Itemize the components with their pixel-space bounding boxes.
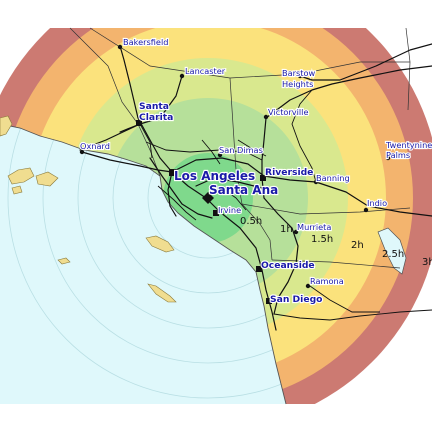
island-santa-cruz <box>35 171 59 187</box>
label-victorville: Victorville <box>268 107 309 117</box>
ring-label-3h: 3h <box>422 257 432 268</box>
ring-label-1-5h: 1.5h <box>311 234 333 245</box>
label-san-dimas: San Dimas <box>219 145 263 155</box>
label-barstow-line2: Heights <box>282 79 313 89</box>
island-west <box>0 115 13 137</box>
marker-riverside <box>260 175 266 181</box>
label-riverside: Riverside <box>265 167 313 178</box>
label-oceanside: Oceanside <box>261 260 315 271</box>
marker-lancaster <box>179 73 185 79</box>
island-catalina <box>145 235 175 253</box>
marker-ramona <box>305 283 311 289</box>
label-ramona: Ramona <box>310 276 344 286</box>
marker-victorville <box>263 114 269 120</box>
highways <box>79 43 432 331</box>
label-santa-ana: Santa Ana <box>209 183 278 197</box>
label-barstow-line1: Barstow <box>282 68 315 78</box>
marker-san-dimas <box>217 152 223 158</box>
label-irvine: Irvine <box>218 205 241 215</box>
label-santa-clarita-line1: Santa <box>139 101 169 112</box>
coastline <box>0 123 287 405</box>
island-small <box>11 185 23 195</box>
marker-murrieta <box>293 229 299 235</box>
city-markers <box>79 44 391 304</box>
salton-sea <box>377 227 407 275</box>
channel-islands <box>0 115 177 303</box>
label-banning: Banning <box>316 173 350 183</box>
marker-twentynine-palms <box>385 155 391 161</box>
unreached-area <box>380 28 432 110</box>
marker-bakersfield <box>117 44 123 50</box>
label-lancaster: Lancaster <box>185 66 226 76</box>
label-murrieta: Murrieta <box>297 222 331 232</box>
ring-labels: 0.5h 1h 1.5h 2h 2.5h 3h <box>240 216 432 268</box>
ring-label-2h: 2h <box>351 240 364 251</box>
ring-label-2-5h: 2.5h <box>382 249 404 260</box>
marker-santa-ana <box>202 192 214 204</box>
label-indio: Indio <box>367 198 387 208</box>
island-san-clemente <box>147 283 177 303</box>
marker-indio <box>363 207 369 213</box>
label-twentynine-palms-line1: Twentynine <box>385 140 432 150</box>
marker-banning <box>313 179 319 185</box>
marker-barstow-heights <box>297 73 303 79</box>
marker-oxnard <box>79 149 85 155</box>
marker-los-angeles <box>169 169 176 176</box>
ring-label-1h: 1h <box>280 224 293 235</box>
marker-santa-clarita <box>136 120 142 126</box>
marker-san-diego <box>266 298 272 304</box>
label-los-angeles: Los Angeles <box>174 169 255 183</box>
marker-oceanside <box>256 266 262 272</box>
ring-label-0-5h: 0.5h <box>240 216 262 227</box>
marker-irvine <box>213 210 219 216</box>
label-oxnard: Oxnard <box>80 141 110 151</box>
label-bakersfield: Bakersfield <box>123 37 168 47</box>
label-santa-clarita-line2: Clarita <box>139 112 173 123</box>
label-san-diego: San Diego <box>270 294 322 305</box>
label-twentynine-palms-line2: Palms <box>386 150 410 160</box>
island-santa-rosa <box>7 167 35 185</box>
island-san-nicolas <box>57 257 71 265</box>
city-labels: Bakersfield Lancaster Barstow Heights Sa… <box>79 36 432 306</box>
county-lines <box>69 27 411 269</box>
